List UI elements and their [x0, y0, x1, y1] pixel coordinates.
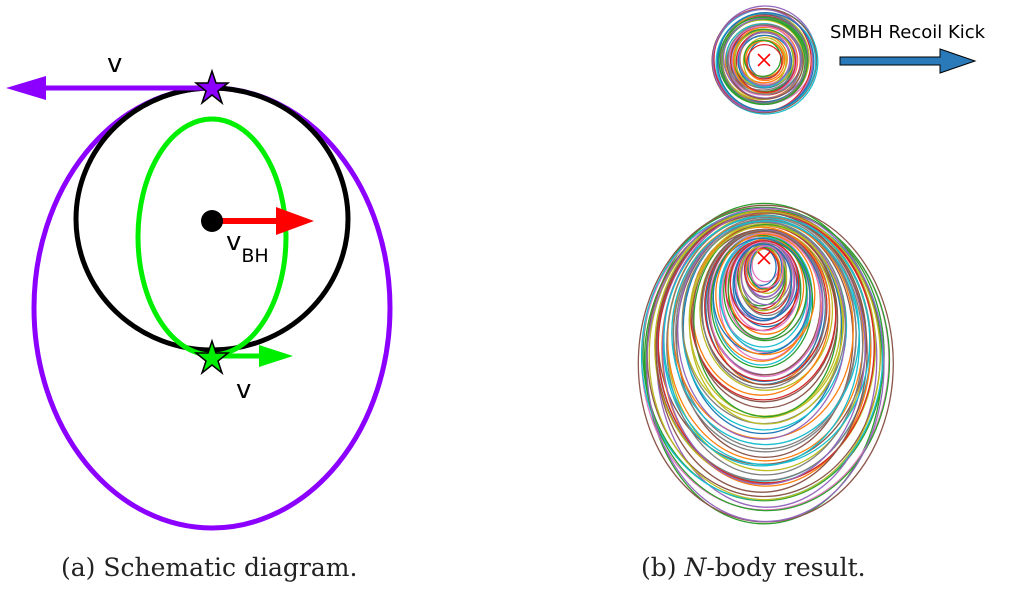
bottom-orbit-path	[743, 247, 780, 293]
bottom-orbit-path	[671, 220, 860, 446]
panel-b-nbody: SMBH Recoil Kick (b) N-body result.	[637, 5, 986, 582]
panel-a-schematic: v v vBH (a) Schematic diagram.	[6, 49, 393, 582]
bottom-orbit-cluster	[637, 202, 894, 525]
bh-velocity-label-sub: BH	[241, 245, 268, 267]
top-orbit-path	[716, 11, 815, 112]
bottom-orbit-path	[663, 215, 871, 466]
purple-orbit-ellipse	[31, 85, 393, 531]
bottom-orbit-path	[729, 240, 800, 326]
black-hole-dot	[201, 210, 223, 232]
top-orbit-path	[746, 43, 783, 80]
top-orbit-path	[727, 23, 803, 95]
bottom-orbit-path	[672, 219, 857, 453]
recoil-kick-arrow	[839, 48, 977, 74]
top-orbit-path	[743, 39, 782, 78]
velocity-label-bottom: v	[236, 375, 251, 405]
bottom-orbit-path	[733, 243, 793, 322]
top-orbit-cluster	[711, 5, 819, 115]
green-star-marker	[193, 338, 231, 376]
caption-a-text: Schematic diagram.	[103, 553, 357, 582]
bottom-orbit-path	[748, 245, 784, 289]
caption-a-prefix: (a)	[61, 553, 95, 582]
bottom-orbit-path	[648, 211, 881, 501]
bh-marker-bottom	[757, 251, 771, 265]
caption-b-text: -body result.	[706, 553, 865, 582]
bottom-orbit-path	[646, 207, 885, 523]
bottom-orbit-path	[715, 233, 816, 356]
top-orbit-path	[712, 8, 814, 113]
bh-marker-top	[757, 53, 771, 67]
bottom-orbit-path	[688, 225, 844, 425]
top-orbit-path	[732, 26, 799, 94]
caption-a-space	[95, 553, 103, 582]
caption-b-prefix: (b)	[641, 553, 677, 582]
bottom-orbit-path	[710, 234, 814, 369]
caption-b: (b) N-body result.	[641, 553, 866, 582]
recoil-kick-label: SMBH Recoil Kick	[830, 22, 986, 43]
bottom-orbit-path	[736, 242, 786, 307]
bh-velocity-label: vBH	[226, 227, 269, 267]
top-orbit-path	[738, 31, 791, 87]
bh-velocity-label-main: v	[226, 227, 241, 257]
caption-b-italic: N	[683, 553, 707, 582]
velocity-label-top: v	[107, 49, 122, 79]
top-orbit-path	[718, 16, 809, 106]
bottom-orbit-path	[708, 232, 822, 378]
bottom-orbit-path	[712, 237, 811, 355]
caption-b-space	[677, 553, 685, 582]
caption-a: (a) Schematic diagram.	[61, 553, 357, 582]
purple-star-marker	[193, 68, 231, 106]
bh-velocity-arrow	[212, 207, 314, 235]
green-orbit-ellipse	[135, 116, 289, 358]
purple-velocity-arrow	[6, 76, 210, 100]
top-orbit-path	[711, 8, 818, 114]
